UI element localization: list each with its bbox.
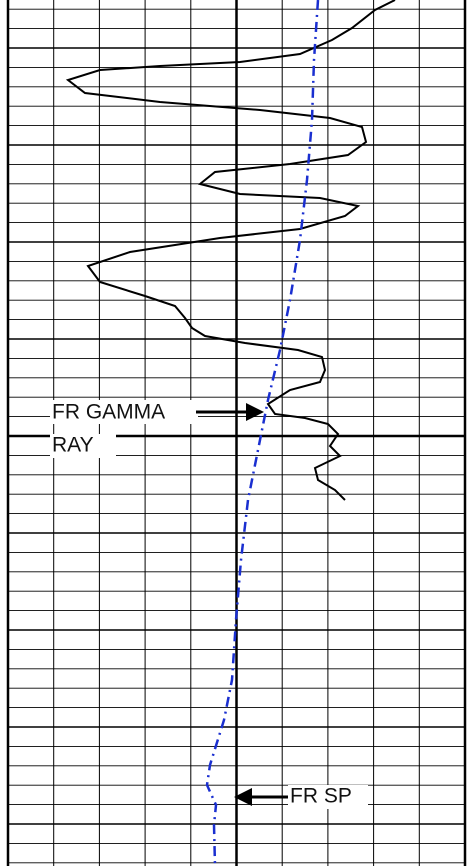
gamma-label-line1: FR GAMMA	[52, 401, 165, 424]
gamma-arrowhead	[246, 403, 264, 421]
sp-arrowhead	[234, 788, 252, 806]
grid	[6, 0, 467, 866]
label-bg	[50, 400, 198, 424]
gamma-ray-curve	[65, 0, 396, 501]
label-bg	[50, 434, 116, 458]
sp-curve	[205, 0, 320, 866]
label-bg	[288, 785, 368, 809]
gamma-label-line2: RAY	[52, 434, 94, 457]
sp-label: FR SP	[290, 785, 352, 808]
